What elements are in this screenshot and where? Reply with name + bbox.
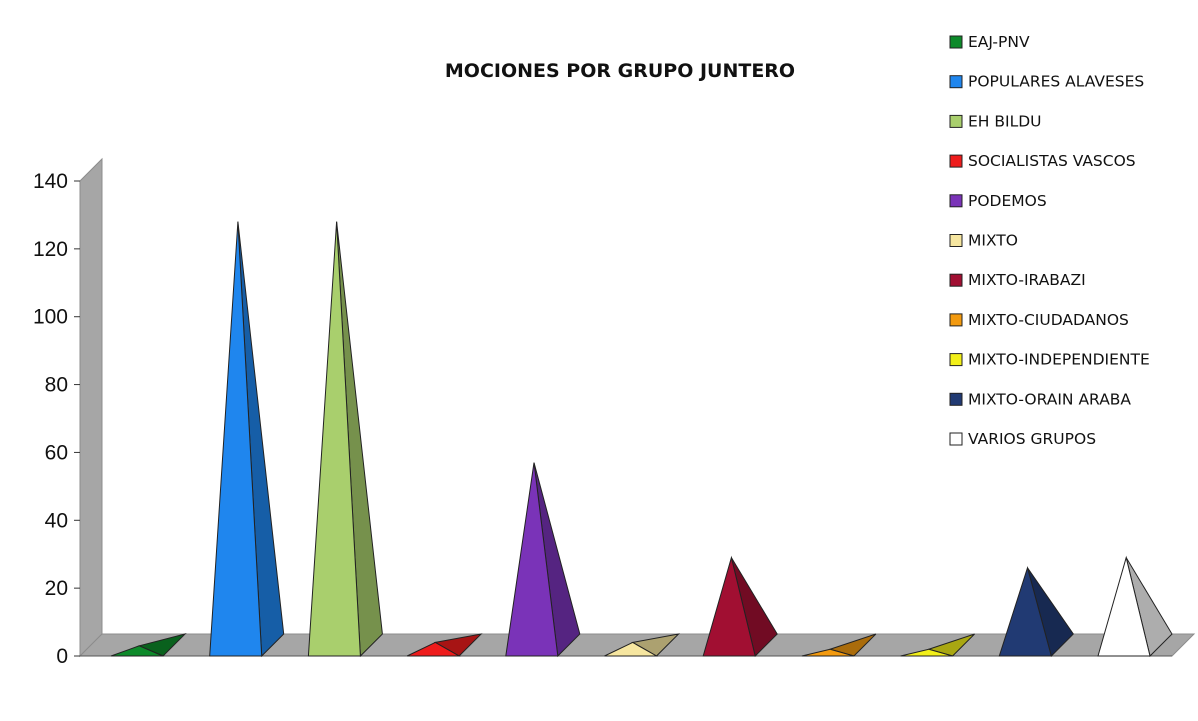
pyramid-front-face xyxy=(801,648,855,657)
pyramid-bar xyxy=(1097,555,1173,657)
legend-label: MIXTO-IRABAZI xyxy=(968,271,1086,289)
legend-swatch xyxy=(949,75,963,89)
legend-label: MIXTO xyxy=(968,232,1018,250)
pyramid-front-face xyxy=(307,221,361,657)
pyramid-front-face xyxy=(998,566,1052,657)
legend-swatch xyxy=(949,392,963,406)
y-tick-label: 100 xyxy=(33,306,68,329)
pyramid-bar xyxy=(900,633,975,657)
y-tick-label: 60 xyxy=(45,441,68,464)
legend: EAJ-PNV POPULARES ALAVESES EH BILDU SOCIALI… xyxy=(949,33,1150,448)
pyramid-front-face xyxy=(702,555,756,657)
y-tick-label: 140 xyxy=(33,170,68,193)
y-tick-label: 20 xyxy=(45,577,68,600)
y-tick-label: 40 xyxy=(45,509,68,532)
y-tick-label: 120 xyxy=(33,238,68,261)
legend-label: EH BILDU xyxy=(968,112,1042,130)
pyramid-bar xyxy=(307,221,383,658)
pyramid-bar xyxy=(505,462,581,658)
bars-layer xyxy=(110,221,1173,658)
pyramid-front-face xyxy=(900,648,953,657)
pyramid-bar xyxy=(702,555,778,657)
chart-title: MOCIONES POR GRUPO JUNTERO xyxy=(445,60,795,82)
pyramid-bar xyxy=(801,633,877,657)
legend-swatch xyxy=(949,234,963,247)
legend-label: MIXTO-ORAIN ARABA xyxy=(968,390,1131,408)
legend-swatch xyxy=(949,194,963,208)
side-wall xyxy=(79,157,103,658)
y-axis: 0 20 40 60 80 100 120 140 xyxy=(33,170,80,668)
legend-label: VARIOS GRUPOS xyxy=(968,430,1096,448)
legend-swatch xyxy=(949,432,963,446)
pyramid-front-face xyxy=(406,641,461,657)
pyramid-front-face xyxy=(110,645,164,657)
pyramid-bar xyxy=(110,633,187,657)
legend-swatch xyxy=(949,114,963,128)
legend-swatch xyxy=(949,154,963,168)
legend-swatch xyxy=(949,313,963,327)
pyramid-front-face xyxy=(209,221,263,657)
legend-label: SOCIALISTAS VASCOS xyxy=(968,152,1136,170)
y-tick-label: 0 xyxy=(56,645,68,668)
legend-label: MIXTO-CIUDADANOS xyxy=(968,311,1129,329)
y-tick-label: 80 xyxy=(45,374,68,397)
pyramid-bar xyxy=(604,633,680,657)
legend-swatch xyxy=(949,273,963,287)
legend-swatch xyxy=(949,35,963,49)
legend-label: MIXTO-INDEPENDIENTE xyxy=(968,351,1150,369)
pyramid-bar xyxy=(406,633,483,657)
pyramid-front-face xyxy=(604,641,659,657)
legend-label: PODEMOS xyxy=(968,192,1047,210)
legend-swatch xyxy=(949,353,963,367)
pyramid-bar xyxy=(209,221,285,658)
pyramid-bar xyxy=(998,566,1074,657)
legend-label: POPULARES ALAVESES xyxy=(968,73,1144,91)
pyramid-front-face xyxy=(505,462,559,657)
legend-label: EAJ-PNV xyxy=(968,33,1030,51)
pyramid-front-face xyxy=(1097,555,1151,657)
